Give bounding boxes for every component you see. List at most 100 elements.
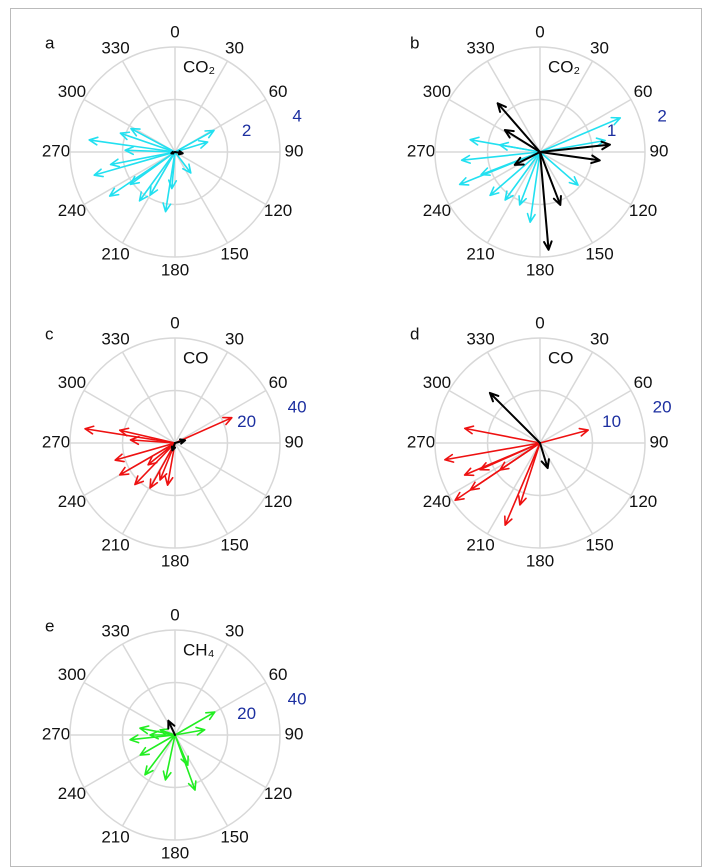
vector-arrow xyxy=(539,116,622,153)
vector-arrow xyxy=(174,416,233,444)
angle-label: 60 xyxy=(269,373,288,392)
ring xyxy=(69,629,281,841)
r-tick-label: 20 xyxy=(237,704,256,723)
angle-label: 60 xyxy=(269,665,288,684)
angle-label: 90 xyxy=(285,432,304,451)
angle-label: 330 xyxy=(466,329,494,348)
angle-label: 180 xyxy=(526,551,554,570)
vector-arrow xyxy=(174,150,184,156)
angle-label: 120 xyxy=(264,492,292,511)
angle-label: 60 xyxy=(634,82,653,101)
angle-label: 210 xyxy=(466,245,494,264)
angle-label: 330 xyxy=(101,329,129,348)
angle-label: 300 xyxy=(423,82,451,101)
r-tick-label: 40 xyxy=(288,397,307,416)
frame xyxy=(10,8,702,867)
species-label: CO₂ xyxy=(548,57,580,76)
angle-label: 210 xyxy=(101,536,129,555)
vector-arrow xyxy=(513,151,541,166)
angle-label: 330 xyxy=(101,621,129,640)
species-label: CH₄ xyxy=(183,640,215,659)
angle-label: 240 xyxy=(58,784,86,803)
angle-label: 30 xyxy=(590,38,609,57)
vector-arrow xyxy=(469,136,541,153)
vector-arrow xyxy=(162,734,176,781)
vector-arrow xyxy=(118,427,176,444)
angle-label: 240 xyxy=(423,201,451,220)
angle-label: 210 xyxy=(466,536,494,555)
species-label: CO xyxy=(548,348,574,367)
vector-arrow xyxy=(499,442,541,471)
vector-arrow xyxy=(118,442,176,476)
r-tick-label: 1 xyxy=(607,121,616,140)
ring xyxy=(69,337,281,549)
vector-arrow xyxy=(517,442,541,506)
ring xyxy=(121,389,229,497)
angle-label: 120 xyxy=(264,784,292,803)
ring xyxy=(69,46,281,258)
ring xyxy=(486,98,594,206)
vector-arrow xyxy=(539,427,589,444)
angle-label: 60 xyxy=(269,82,288,101)
angle-label: 0 xyxy=(535,313,544,332)
angle-label: 300 xyxy=(423,373,451,392)
panel-label: b xyxy=(410,33,419,52)
angle-label: 210 xyxy=(101,828,129,847)
angle-label: 150 xyxy=(220,245,248,264)
vector-arrow xyxy=(174,129,215,153)
angle-label: 240 xyxy=(423,492,451,511)
angle-label: 210 xyxy=(101,245,129,264)
r-tick-label: 4 xyxy=(292,106,301,125)
angle-label: 270 xyxy=(42,724,70,743)
angle-label: 270 xyxy=(407,141,435,160)
vector-arrow xyxy=(463,425,541,444)
vector-arrow xyxy=(167,719,176,736)
vector-arrow xyxy=(167,151,178,190)
angle-label: 0 xyxy=(170,605,179,624)
vector-arrow xyxy=(159,728,176,737)
angle-label: 150 xyxy=(220,828,248,847)
panel-label: e xyxy=(45,616,54,635)
r-tick-label: 2 xyxy=(657,106,666,125)
vector-arrow xyxy=(174,711,216,736)
ring xyxy=(486,389,594,497)
vector-arrow xyxy=(496,102,541,153)
angle-label: 270 xyxy=(42,141,70,160)
vector-arrow xyxy=(139,734,176,756)
ring xyxy=(434,337,646,549)
angle-label: 180 xyxy=(161,843,189,862)
angle-label: 0 xyxy=(170,313,179,332)
angle-label: 300 xyxy=(58,373,86,392)
vector-arrow xyxy=(479,442,541,471)
angle-label: 240 xyxy=(58,201,86,220)
vector-arrow xyxy=(174,139,209,153)
vector-arrow xyxy=(539,140,611,153)
vector-arrow xyxy=(93,151,176,178)
angle-label: 300 xyxy=(58,665,86,684)
vector-arrow xyxy=(149,442,176,489)
angle-label: 270 xyxy=(42,432,70,451)
vector-arrow xyxy=(129,435,176,446)
angle-label: 330 xyxy=(466,38,494,57)
angle-label: 150 xyxy=(585,536,613,555)
vector-arrow xyxy=(84,425,176,444)
ring xyxy=(121,98,229,206)
angle-label: 30 xyxy=(590,329,609,348)
angle-label: 90 xyxy=(285,141,304,160)
vector-arrow xyxy=(109,151,176,168)
angle-label: 120 xyxy=(264,201,292,220)
r-tick-label: 40 xyxy=(288,689,307,708)
r-tick-label: 20 xyxy=(653,397,672,416)
vector-arrow xyxy=(504,442,541,526)
angle-label: 30 xyxy=(225,329,244,348)
vector-arrow xyxy=(149,151,176,196)
vector-arrow xyxy=(539,151,553,251)
angle-label: 30 xyxy=(225,621,244,640)
vector-arrow xyxy=(124,145,176,156)
vector-arrow xyxy=(539,151,562,206)
angle-label: 300 xyxy=(58,82,86,101)
angle-label: 60 xyxy=(634,373,653,392)
angle-label: 150 xyxy=(585,245,613,264)
panel-label: a xyxy=(45,33,55,52)
